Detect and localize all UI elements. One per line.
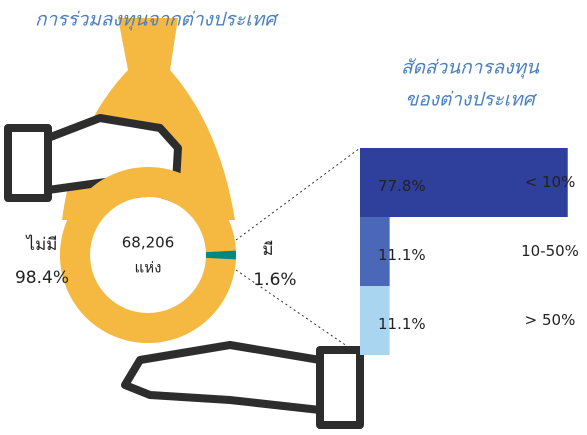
slice-value: 98.4% bbox=[15, 268, 69, 288]
bar-value: 77.8% bbox=[378, 177, 426, 195]
center-text: 68,206 bbox=[122, 234, 175, 252]
bar-category: 10-50% bbox=[521, 242, 579, 260]
subtitle: ของต่างประเทศ bbox=[405, 89, 537, 111]
slice-value: 1.6% bbox=[253, 270, 296, 290]
bar-value: 11.1% bbox=[378, 246, 426, 264]
lower-hand bbox=[125, 345, 360, 425]
pie-slice bbox=[206, 251, 236, 260]
subtitle: สัดส่วนการลงทุน bbox=[401, 57, 540, 79]
bar-category: < 10% bbox=[525, 173, 576, 191]
connector bbox=[236, 148, 360, 240]
title: การร่วมลงทุนจากต่างประเทศ bbox=[35, 9, 279, 31]
donut-hole bbox=[90, 197, 206, 313]
infographic: การร่วมลงทุนจากต่างประเทศ 68,206 แห่ง ไม… bbox=[0, 0, 587, 435]
bar-category: > 50% bbox=[525, 311, 576, 329]
center-text: แห่ง bbox=[135, 259, 162, 277]
bar-value: 11.1% bbox=[378, 315, 426, 333]
slice-label: ไม่มี bbox=[25, 234, 58, 255]
slice-label: มี bbox=[262, 240, 273, 260]
